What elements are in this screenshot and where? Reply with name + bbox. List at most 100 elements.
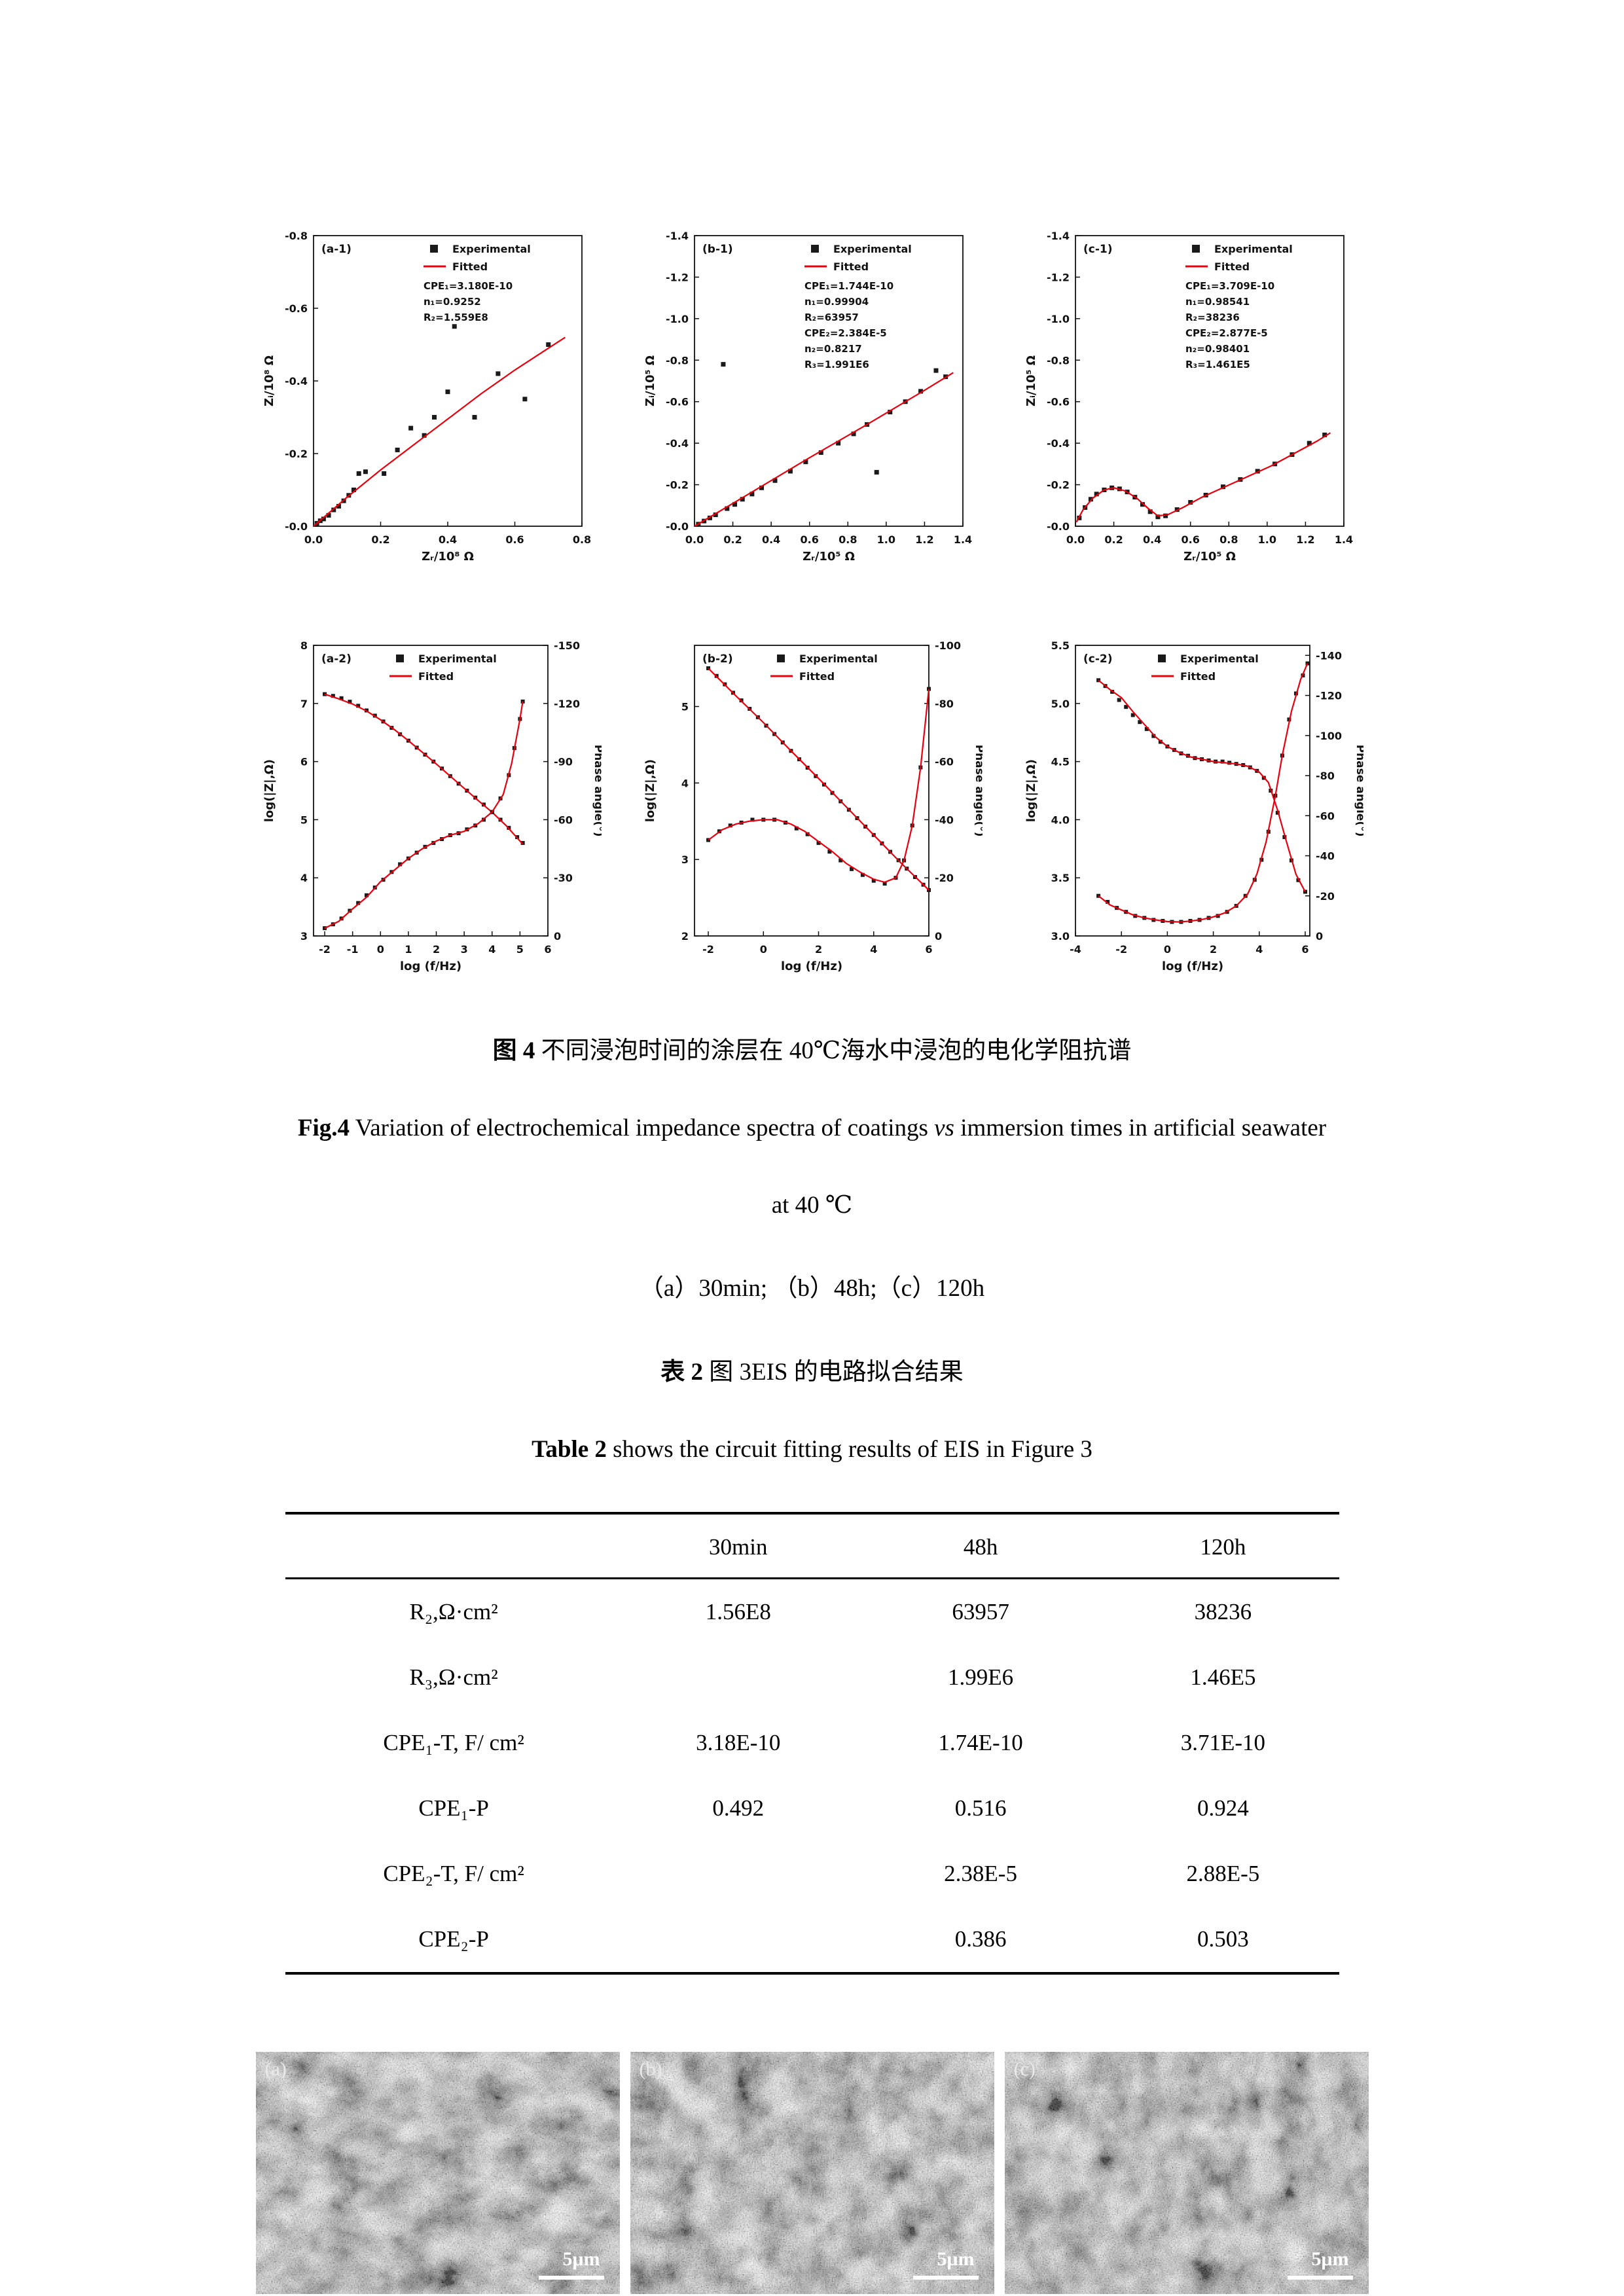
svg-text:-60: -60	[554, 814, 573, 826]
svg-text:Fitted: Fitted	[452, 260, 488, 273]
svg-text:-2: -2	[702, 943, 714, 956]
svg-text:Zᵣ/10⁸ Ω: Zᵣ/10⁸ Ω	[422, 550, 474, 564]
svg-text:-2: -2	[1115, 943, 1127, 956]
svg-text:Zᵣ/10⁵ Ω: Zᵣ/10⁵ Ω	[1183, 550, 1236, 564]
svg-text:R₂=63957: R₂=63957	[804, 312, 859, 323]
svg-text:2: 2	[1210, 943, 1217, 956]
figure-caption-en-prefix: Fig.4	[297, 1115, 350, 1141]
svg-text:(c-1): (c-1)	[1083, 243, 1113, 256]
svg-text:-2: -2	[319, 943, 331, 956]
figure-caption-en: Fig.4 Variation of electrochemical imped…	[0, 1114, 1624, 1142]
svg-text:-0.8: -0.8	[285, 230, 308, 242]
table-caption-zh-prefix: 表 2	[660, 1359, 703, 1386]
svg-text:0.6: 0.6	[505, 533, 524, 546]
chart-c1-svg: 0.0 0.2 0.4 0.6 0.8 1.0 1.2 1.4 -0.0 -0.2 -0.4 -0.6…	[1024, 230, 1353, 564]
svg-text:Fitted: Fitted	[1180, 670, 1216, 683]
bode-row: -2 -1 0 1 2 3 4 5 6 3 4 5 6 7 8 0 -30 -60 -90 -120 -150 Phase…	[0, 631, 1624, 984]
svg-text:log (f/Hz): log (f/Hz)	[780, 960, 842, 973]
svg-text:-0.2: -0.2	[1047, 479, 1070, 492]
sem-scale-label: 5μm	[937, 2248, 975, 2270]
svg-text:Experimental: Experimental	[833, 243, 912, 255]
chart-b2: -2 0 2 4 6 2 3 4 5 0 -20 -40 -60 -80 -100 Phase angle(°…	[642, 631, 983, 984]
svg-text:1.0: 1.0	[876, 533, 895, 546]
svg-text:log (f/Hz): log (f/Hz)	[1161, 960, 1223, 973]
table-cell	[623, 1645, 854, 1710]
row-label: CPE₂-T, F/ cm²	[383, 1861, 524, 1886]
svg-text:0: 0	[376, 943, 384, 956]
svg-text:-0.6: -0.6	[666, 396, 689, 408]
table-cell: 1.74E-10	[938, 1730, 1023, 1755]
svg-text:0.8: 0.8	[1219, 533, 1238, 546]
row-label: CPE₁-P	[418, 1795, 489, 1821]
table-cell: 1.56E8	[705, 1599, 771, 1624]
svg-text:Fitted: Fitted	[1214, 260, 1250, 273]
table-row: R₃,Ω·cm² 1.99E6 1.46E5	[285, 1645, 1339, 1710]
svg-text:-80: -80	[1316, 770, 1335, 782]
svg-text:6: 6	[1301, 943, 1308, 956]
row-label: CPE₁-T, F/ cm²	[383, 1730, 524, 1755]
svg-text:CPE₁=3.709E-10: CPE₁=3.709E-10	[1185, 280, 1274, 292]
svg-text:-120: -120	[554, 698, 580, 710]
svg-text:Zᵢ/10⁵ Ω: Zᵢ/10⁵ Ω	[643, 355, 657, 406]
svg-text:n₁=0.98541: n₁=0.98541	[1185, 296, 1250, 308]
chart-a2: -2 -1 0 1 2 3 4 5 6 3 4 5 6 7 8 0 -30 -60 -90 -120 -150 Phase…	[261, 631, 602, 984]
chart-c1: 0.0 0.2 0.4 0.6 0.8 1.0 1.2 1.4 -0.0 -0.2 -0.4 -0.6…	[1023, 221, 1363, 575]
table-cell: 1.99E6	[948, 1664, 1014, 1690]
svg-text:4.0: 4.0	[1051, 814, 1069, 826]
svg-text:CPE₂=2.384E-5: CPE₂=2.384E-5	[804, 327, 887, 339]
sem-image-b: (b) 5μm	[630, 2052, 994, 2294]
table-cell: 0.492	[712, 1795, 765, 1821]
figure-caption-temperature: at 40 ℃	[771, 1192, 853, 1219]
sem-panel-label-c: (c)	[1013, 2058, 1036, 2080]
svg-text:-0.0: -0.0	[1047, 520, 1070, 533]
svg-text:7: 7	[300, 698, 307, 710]
svg-text:-0.0: -0.0	[285, 520, 308, 533]
svg-text:1.0: 1.0	[1257, 533, 1276, 546]
table-cell	[623, 1907, 854, 1973]
svg-text:3: 3	[300, 930, 307, 942]
svg-text:-40: -40	[935, 814, 954, 826]
table-row: CPE₁-P 0.492 0.516 0.924	[285, 1776, 1339, 1841]
sem-image-a: (a) 5μm	[255, 2052, 620, 2294]
svg-text:n₂=0.8217: n₂=0.8217	[804, 343, 862, 355]
svg-text:0: 0	[554, 930, 561, 942]
svg-text:1.4: 1.4	[1334, 533, 1352, 546]
figure-caption-en-text2: immersion times in artificial seawater	[960, 1115, 1327, 1141]
svg-text:-60: -60	[935, 756, 954, 768]
svg-text:-1.4: -1.4	[666, 230, 689, 242]
svg-text:-0.2: -0.2	[285, 448, 308, 460]
header-cell-120h: 120h	[1107, 1513, 1339, 1579]
sem-figure-row: (a) 5μm (b) 5μm (c) 5μm	[0, 2052, 1624, 2294]
svg-text:4.5: 4.5	[1051, 756, 1069, 768]
svg-text:-140: -140	[1316, 649, 1342, 662]
svg-text:4: 4	[1255, 943, 1263, 956]
header-cell-48h: 48h	[854, 1513, 1108, 1579]
svg-text:6: 6	[925, 943, 932, 956]
sem-scale-bar	[538, 2276, 604, 2280]
svg-text:-40: -40	[1316, 850, 1335, 863]
table-cell: 38236	[1194, 1599, 1252, 1624]
svg-text:n₁=0.99904: n₁=0.99904	[804, 296, 869, 308]
table-caption-en: Table 2 shows the circuit fitting result…	[0, 1435, 1624, 1463]
svg-text:Fitted: Fitted	[418, 670, 454, 683]
table-row: CPE₂-T, F/ cm² 2.38E-5 2.88E-5	[285, 1841, 1339, 1907]
svg-text:3.0: 3.0	[1051, 930, 1069, 942]
fit-results-table: 30min 48h 120h R₂,Ω·cm² 1.56E8 63957 382…	[285, 1512, 1339, 1975]
svg-text:-80: -80	[935, 698, 954, 710]
svg-text:-4: -4	[1070, 943, 1081, 956]
table-cell: 0.503	[1197, 1926, 1249, 1952]
chart-a2-svg: -2 -1 0 1 2 3 4 5 6 3 4 5 6 7 8 0 -30 -60 -90 -120 -150 Phase…	[262, 639, 602, 973]
header-cell-empty	[285, 1513, 623, 1579]
sem-panel-label-b: (b)	[639, 2058, 662, 2080]
svg-text:1.2: 1.2	[915, 533, 933, 546]
sem-scale-bar	[912, 2276, 979, 2280]
svg-text:n₂=0.98401: n₂=0.98401	[1185, 343, 1250, 355]
figure-caption-en-vs: vs	[934, 1115, 954, 1141]
svg-text:5: 5	[516, 943, 523, 956]
svg-text:-0.0: -0.0	[666, 520, 689, 533]
svg-text:0.0: 0.0	[304, 533, 322, 546]
svg-text:3: 3	[460, 943, 467, 956]
svg-text:-0.8: -0.8	[666, 354, 689, 367]
row-label: R₃,Ω·cm²	[409, 1664, 498, 1690]
table-cell: 63957	[952, 1599, 1009, 1624]
